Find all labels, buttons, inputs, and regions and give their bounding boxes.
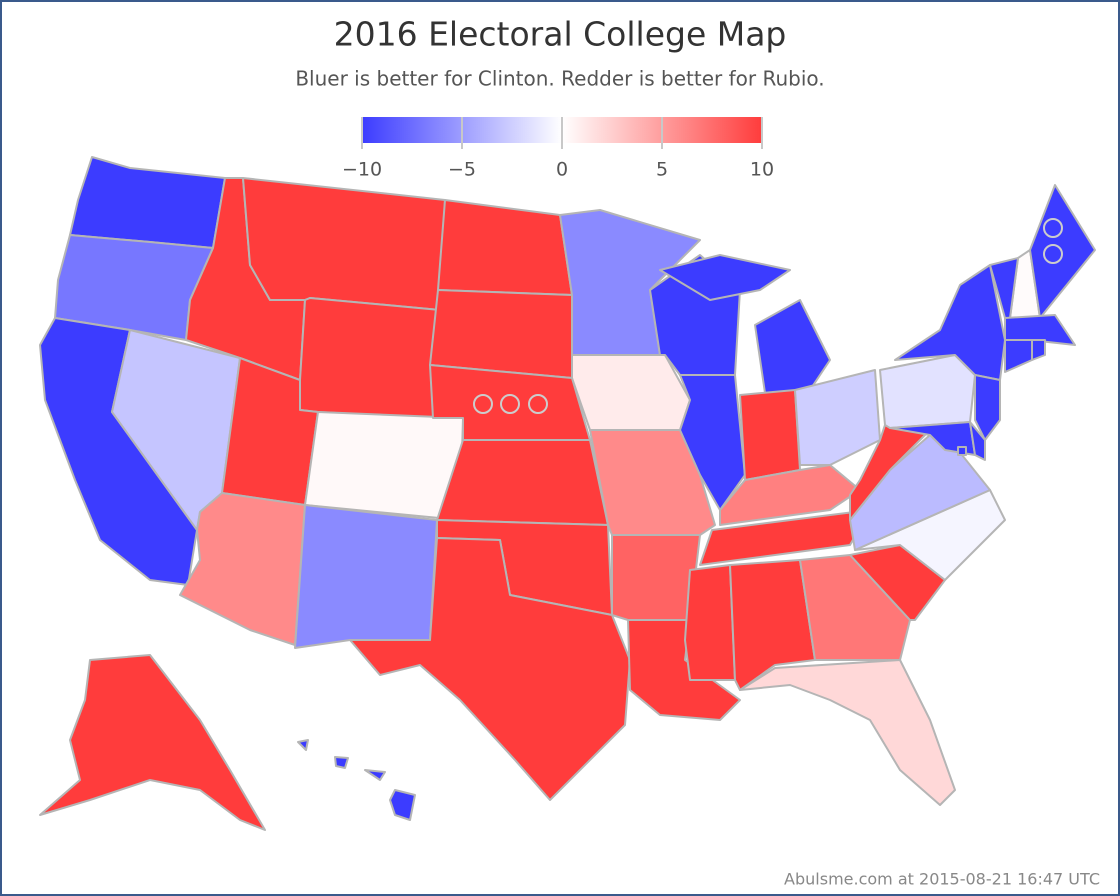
state: [719, 464, 861, 526]
state: [364, 769, 386, 781]
state: [679, 374, 746, 511]
state: [1004, 314, 1076, 346]
state: [304, 411, 464, 521]
state: [39, 654, 266, 831]
tick-label: 10: [750, 159, 774, 181]
color-legend: −10 −5 0 5 10: [342, 117, 774, 181]
tick-label: 0: [556, 159, 568, 181]
district-marker: [528, 394, 548, 414]
state: [436, 439, 609, 526]
state: [299, 297, 441, 419]
state: [699, 509, 871, 566]
state: [334, 756, 349, 769]
tick-label: −5: [448, 159, 476, 181]
state: [739, 659, 956, 806]
tick-label: 5: [656, 159, 668, 181]
state: [799, 554, 911, 661]
footer: Abulsme.com at 2015-08-21 16:47 UTC: [784, 870, 1100, 889]
map: [39, 156, 1096, 831]
state: [429, 289, 573, 379]
state: [294, 504, 438, 649]
state: [794, 369, 881, 466]
state: [684, 564, 736, 681]
district-marker: [473, 394, 493, 414]
state: [969, 421, 986, 461]
state: [754, 299, 831, 394]
state: [1031, 339, 1046, 361]
state: [297, 739, 309, 751]
state: [659, 254, 791, 301]
district-marker: [1043, 244, 1063, 264]
state: [974, 374, 1001, 441]
district-marker: [1043, 218, 1063, 238]
state: [242, 177, 446, 311]
title: 2016 Electoral College Map: [334, 15, 787, 54]
state: [437, 199, 573, 296]
district-marker: [500, 394, 520, 414]
state: [957, 446, 967, 456]
state: [389, 789, 416, 821]
state: [739, 389, 801, 481]
subtitle: Bluer is better for Clinton. Redder is b…: [295, 67, 824, 91]
tick-label: −10: [342, 159, 382, 181]
state: [349, 537, 631, 801]
